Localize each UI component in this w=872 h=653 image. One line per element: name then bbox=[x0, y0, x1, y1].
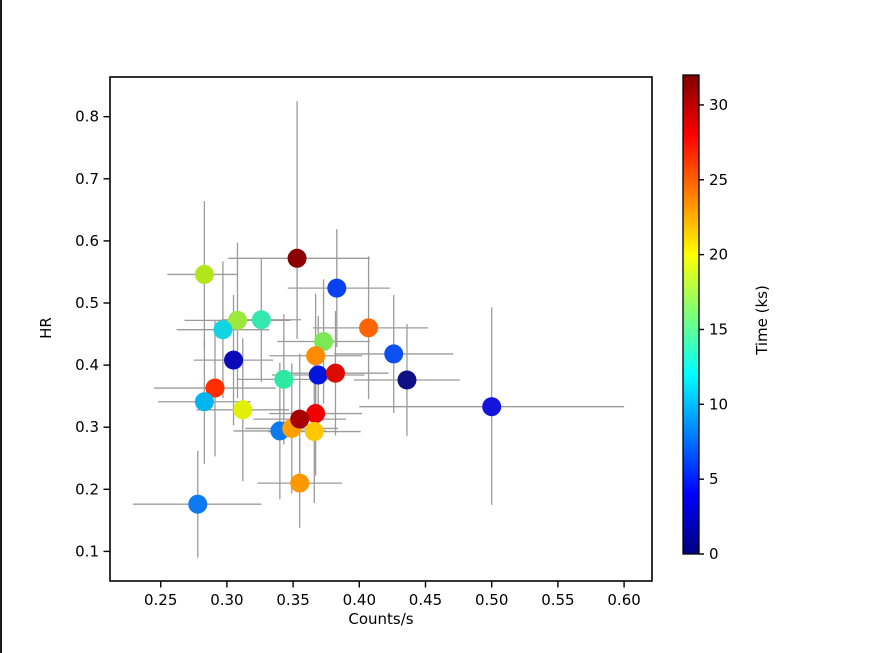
colorbar-tick-label: 5 bbox=[709, 470, 719, 488]
data-point bbox=[359, 318, 379, 338]
ticks-layer bbox=[103, 104, 704, 588]
data-point bbox=[384, 344, 404, 364]
y-tick-label: 0.5 bbox=[75, 294, 99, 312]
data-point bbox=[194, 392, 214, 412]
y-tick-label: 0.7 bbox=[75, 170, 99, 188]
data-point bbox=[290, 473, 310, 493]
colorbar-tick-label: 25 bbox=[709, 171, 728, 189]
x-tick-label: 0.55 bbox=[541, 591, 574, 609]
y-tick-label: 0.3 bbox=[75, 418, 99, 436]
data-point bbox=[308, 365, 328, 385]
data-point bbox=[290, 409, 310, 429]
data-point bbox=[274, 369, 294, 389]
x-tick-label: 0.35 bbox=[276, 591, 309, 609]
data-point bbox=[224, 350, 244, 370]
colorbar-tick-label: 0 bbox=[709, 545, 719, 563]
colorbar-label: Time (ks) bbox=[753, 285, 771, 355]
colorbar-tick-label: 20 bbox=[709, 246, 728, 264]
data-point bbox=[397, 370, 417, 390]
data-point bbox=[325, 363, 345, 383]
colorbar-tick-label: 10 bbox=[709, 395, 728, 413]
x-tick-label: 0.60 bbox=[607, 591, 640, 609]
data-point bbox=[233, 400, 253, 420]
y-tick-label: 0.1 bbox=[75, 542, 99, 560]
x-tick-label: 0.45 bbox=[409, 591, 442, 609]
x-tick-label: 0.50 bbox=[475, 591, 508, 609]
x-axis-label: Counts/s bbox=[348, 610, 414, 628]
data-point bbox=[306, 346, 326, 366]
data-point bbox=[227, 310, 247, 330]
data-point bbox=[194, 264, 214, 284]
y-tick-label: 0.6 bbox=[75, 232, 99, 250]
window-left-border bbox=[0, 0, 2, 653]
y-tick-label: 0.2 bbox=[75, 480, 99, 498]
data-point bbox=[306, 404, 326, 424]
y-tick-label: 0.8 bbox=[75, 108, 99, 126]
x-tick-label: 0.25 bbox=[144, 591, 177, 609]
points-layer bbox=[188, 248, 502, 514]
data-point bbox=[482, 397, 502, 417]
x-tick-label: 0.40 bbox=[343, 591, 376, 609]
colorbar-gradient bbox=[683, 75, 699, 554]
colorbar-tick-label: 15 bbox=[709, 320, 728, 338]
data-point bbox=[304, 422, 324, 442]
data-point bbox=[327, 278, 347, 298]
data-point bbox=[213, 320, 233, 340]
data-point bbox=[287, 248, 307, 268]
data-point bbox=[251, 310, 271, 330]
data-point bbox=[205, 378, 225, 398]
tick-labels-layer: 0.25 0.30 0.35 0.40 0.45 0.50 0.55 0.600.10.20.… bbox=[75, 96, 728, 609]
axes-frame bbox=[109, 76, 653, 582]
errorbars-layer bbox=[132, 101, 625, 558]
data-point bbox=[188, 494, 208, 514]
x-tick-label: 0.30 bbox=[210, 591, 243, 609]
colorbar-frame bbox=[682, 74, 700, 555]
y-tick-label: 0.4 bbox=[75, 356, 99, 374]
y-axis-label: HR bbox=[37, 317, 55, 339]
colorbar-tick-label: 30 bbox=[709, 96, 728, 114]
data-point bbox=[314, 332, 334, 352]
